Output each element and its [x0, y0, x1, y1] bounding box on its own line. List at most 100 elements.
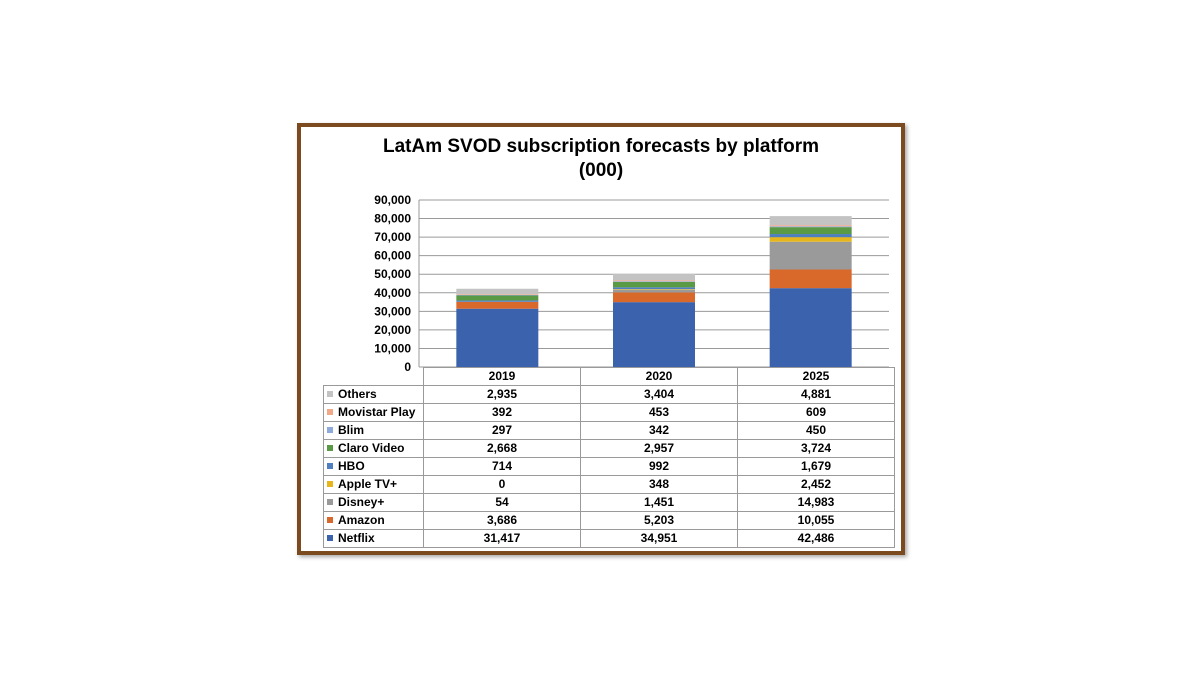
legend-swatch: [327, 516, 333, 523]
category-label: 2019: [423, 367, 581, 386]
legend-label: HBO: [338, 459, 365, 473]
data-label: 992: [580, 457, 738, 476]
data-label: 14,983: [737, 493, 895, 512]
bar-segment-others-2019: [456, 288, 539, 295]
table-row: Amazon 3,686 5,203 10,055: [323, 511, 895, 530]
bar-segment-movistar-play-2025: [769, 225, 852, 227]
data-label: 1,451: [580, 493, 738, 512]
data-label: 2,452: [737, 475, 895, 494]
legend-entry: Disney+: [323, 493, 424, 512]
table-row: HBO 714 992 1,679: [323, 457, 895, 476]
data-label: 3,686: [423, 511, 581, 530]
bar-segment-blim-2020: [613, 281, 695, 282]
y-tick-label: 90,000: [374, 193, 411, 207]
chart-title: LatAm SVOD subscription forecasts by pla…: [301, 135, 901, 183]
legend-entry: HBO: [323, 457, 424, 476]
legend-swatch: [327, 426, 333, 433]
legend-swatch: [327, 480, 333, 487]
bar-segment-amazon-2020: [613, 292, 695, 303]
data-label: 1,679: [737, 457, 895, 476]
bar-segment-movistar-play-2020: [613, 280, 695, 282]
bar-segment-blim-2025: [769, 226, 852, 228]
bar-segment-claro-video-2020: [613, 281, 695, 288]
legend-entry: Movistar Play: [323, 403, 424, 422]
table-row: Netflix 31,417 34,951 42,486: [323, 529, 895, 548]
data-label: 348: [580, 475, 738, 494]
bar-segment-others-2025: [769, 216, 852, 226]
y-tick-label: 80,000: [374, 212, 411, 226]
category-label: 2020: [580, 367, 738, 386]
bar-segment-movistar-play-2019: [456, 294, 539, 295]
data-label: 714: [423, 457, 581, 476]
bar-segment-claro-video-2019: [456, 295, 539, 301]
data-label: 34,951: [580, 529, 738, 548]
chart-title-line-2: (000): [578, 160, 624, 181]
table-row: Movistar Play 392 453 609: [323, 403, 895, 422]
y-tick-label: 30,000: [374, 304, 411, 318]
bar-segment-amazon-2019: [456, 301, 539, 309]
bar-segment-others-2020: [613, 274, 695, 281]
data-label: 54: [423, 493, 581, 512]
data-label: 31,417: [423, 529, 581, 548]
table-row: Blim 297 342 450: [323, 421, 895, 440]
bar-segment-netflix-2020: [613, 302, 695, 367]
data-label: 4,881: [737, 385, 895, 404]
y-tick-label: 10,000: [374, 341, 411, 355]
data-label: 0: [423, 475, 581, 494]
table-row: Others 2,935 3,404 4,881: [323, 385, 895, 404]
y-tick-label: 0: [404, 360, 411, 374]
bar-segment-apple-tv--2025: [769, 237, 852, 242]
legend-entry: Blim: [323, 421, 424, 440]
bar-segment-hbo-2025: [769, 234, 852, 238]
data-label: 342: [580, 421, 738, 440]
data-label: 10,055: [737, 511, 895, 530]
table-corner: [324, 368, 424, 386]
data-label: 2,957: [580, 439, 738, 458]
legend-label: Others: [338, 387, 377, 401]
bar-segment-disney--2020: [613, 289, 695, 293]
chart-title-line-1: LatAm SVOD subscription forecasts by pla…: [382, 136, 820, 157]
legend-entry: Others: [323, 385, 424, 404]
data-label: 42,486: [737, 529, 895, 548]
legend-label: Apple TV+: [338, 477, 398, 491]
legend-label: Amazon: [338, 513, 385, 527]
data-label: 2,935: [423, 385, 581, 404]
legend-entry: Netflix: [323, 529, 424, 548]
legend-swatch: [327, 390, 333, 397]
legend-label: Disney+: [338, 495, 385, 509]
data-label: 453: [580, 403, 738, 422]
y-tick-label: 50,000: [374, 267, 411, 281]
stacked-bar-chart: 0 10,000 20,000 30,000 40,000 50,000 60,000 70,…: [374, 193, 889, 374]
bar-segment-netflix-2019: [456, 308, 539, 367]
y-tick-label: 20,000: [374, 323, 411, 337]
bar-segment-blim-2019: [456, 294, 539, 296]
data-label: 392: [423, 403, 581, 422]
bar-segment-hbo-2019: [456, 300, 539, 302]
data-label: 609: [737, 403, 895, 422]
legend-label: Movistar Play: [338, 405, 416, 419]
legend-swatch: [327, 534, 333, 541]
legend-swatch: [327, 408, 333, 415]
y-tick-label: 70,000: [374, 230, 411, 244]
bar-segment-hbo-2020: [613, 287, 695, 290]
legend-entry: Apple TV+: [323, 475, 424, 494]
data-label: 2,668: [423, 439, 581, 458]
legend-entry: Amazon: [323, 511, 424, 530]
chart-frame: LatAm SVOD subscription forecasts by pla…: [297, 123, 905, 555]
legend-label: Claro Video: [338, 441, 405, 455]
table-row: Claro Video 2,668 2,957 3,724: [323, 439, 895, 458]
legend-swatch: [327, 462, 333, 469]
table-header-row: 2019 2020 2025: [324, 367, 895, 386]
legend-entry: Claro Video: [323, 439, 424, 458]
legend-swatch: [327, 444, 333, 451]
data-label: 5,203: [580, 511, 738, 530]
data-label: 450: [737, 421, 895, 440]
data-label: 3,724: [737, 439, 895, 458]
bar-segment-netflix-2025: [769, 288, 852, 367]
bar-segment-disney--2025: [769, 241, 852, 270]
bar-segment-apple-tv--2020: [613, 289, 695, 290]
table-row: Apple TV+ 0 348 2,452: [323, 475, 895, 494]
data-label: 297: [423, 421, 581, 440]
legend-swatch: [327, 498, 333, 505]
data-table: 2019 2020 2025 Others 2,935 3,404 4,881 Movista…: [323, 367, 895, 548]
